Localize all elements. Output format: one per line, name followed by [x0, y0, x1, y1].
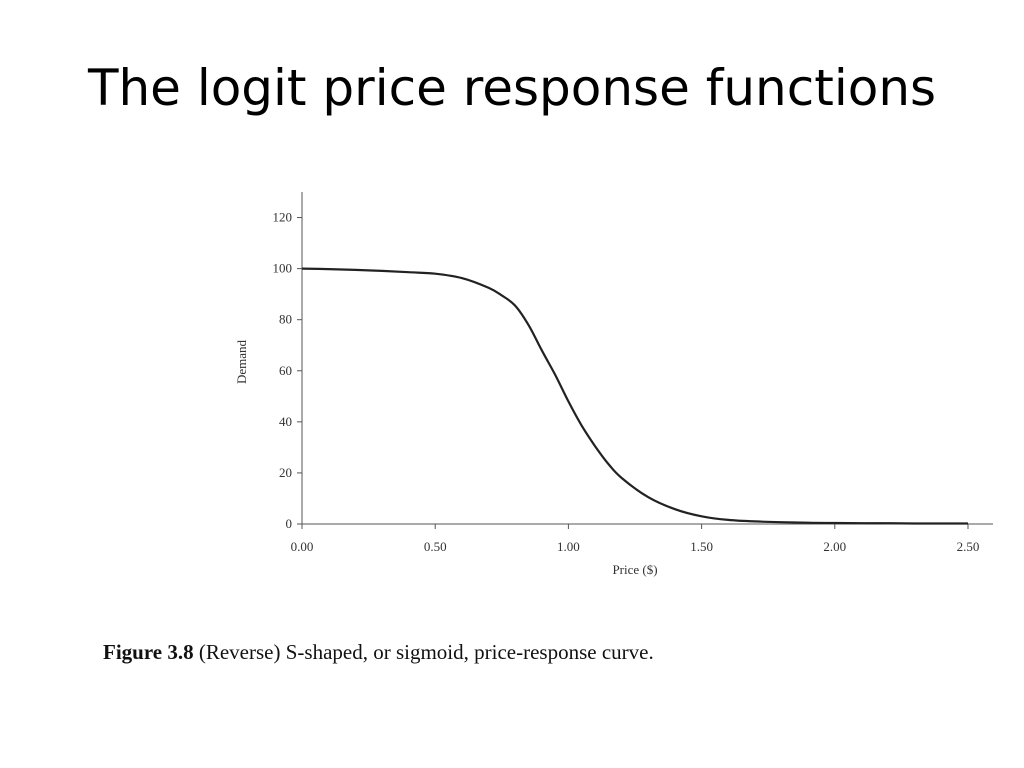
x-tick-label: 0.50	[424, 539, 447, 554]
x-tick-label: 2.00	[823, 539, 846, 554]
slide-title: The logit price response functions	[87, 59, 937, 117]
x-tick-label: 1.00	[557, 539, 580, 554]
y-axis-label: Demand	[234, 339, 249, 384]
demand-curve	[301, 267, 968, 525]
x-tick-label: 0.00	[291, 539, 314, 554]
y-tick-label: 120	[273, 210, 293, 225]
y-tick-label: 60	[279, 363, 292, 378]
y-tick-label: 100	[273, 261, 293, 276]
chart-series	[301, 267, 968, 525]
y-tick-label: 0	[286, 516, 293, 531]
x-tick-label: 2.50	[957, 539, 980, 554]
chart-axes	[301, 192, 993, 525]
figure-caption-label: Figure 3.8	[103, 640, 194, 664]
x-tick-label: 1.50	[690, 539, 713, 554]
chart-ticks: 0 20 40 60 80 100 120 0.00 0.50 1.00 1.50 2.00 2.50	[273, 210, 980, 554]
x-axis-label: Price ($)	[612, 562, 657, 577]
figure-caption-text: (Reverse) S-shaped, or sigmoid, price-re…	[193, 640, 654, 664]
figure-caption: Figure 3.8 (Reverse) S-shaped, or sigmoi…	[103, 640, 1003, 665]
y-tick-label: 20	[279, 465, 292, 480]
y-tick-label: 40	[279, 414, 292, 429]
y-tick-label: 80	[279, 312, 292, 327]
